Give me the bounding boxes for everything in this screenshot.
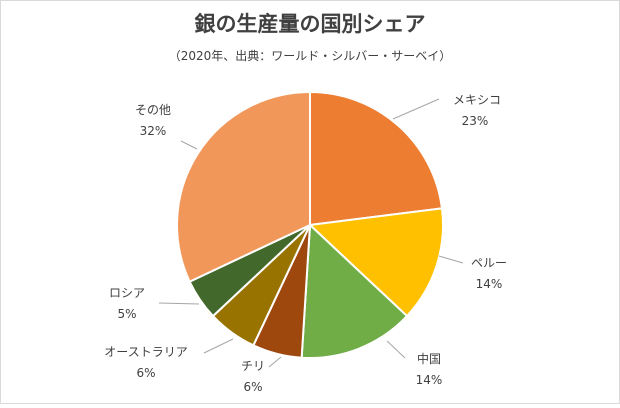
slice-label-value-4: 6% xyxy=(243,380,262,394)
pie-slice-2 xyxy=(307,207,444,318)
leader-line-4 xyxy=(268,356,282,368)
pie-slice-1 xyxy=(309,90,444,227)
slice-label-value-5: 6% xyxy=(136,366,155,380)
chart-subtitle: （2020年、出典：ワールド・シルバー・サーベイ） xyxy=(169,49,452,63)
slice-label-value-7: 32% xyxy=(140,124,167,138)
slice-label-value-2: 14% xyxy=(476,277,503,291)
leader-line-5 xyxy=(203,338,234,354)
leader-line-3 xyxy=(386,340,406,359)
slice-labels: メキシコ 23% ペルー 14% 中国 14% チリ 6% オーストラリア 6% ロシア 5% その他 3… xyxy=(104,93,507,394)
pie-slice-3 xyxy=(300,222,409,359)
slice-label-value-1: 23% xyxy=(462,114,489,128)
slice-label-value-6: 5% xyxy=(117,307,136,321)
slice-label-name-6: ロシア xyxy=(109,286,145,300)
slice-label-name-3: 中国 xyxy=(417,351,441,366)
slice-label-value-3: 14% xyxy=(416,373,443,387)
leader-line-6 xyxy=(158,302,200,305)
pie-slices xyxy=(176,90,444,359)
leader-line-1 xyxy=(392,98,440,120)
slice-label-name-7: その他 xyxy=(135,103,171,117)
pie-slice-7 xyxy=(176,90,311,283)
leader-line-7 xyxy=(180,140,198,150)
chart-title: 銀の生産量の国別シェア xyxy=(195,12,426,36)
leader-lines xyxy=(158,98,464,368)
slice-label-name-4: チリ xyxy=(241,359,265,373)
slice-label-name-2: ペルー xyxy=(471,256,507,270)
slice-label-name-5: オーストラリア xyxy=(104,345,187,359)
slice-label-name-1: メキシコ xyxy=(453,93,501,107)
leader-line-2 xyxy=(438,255,464,264)
